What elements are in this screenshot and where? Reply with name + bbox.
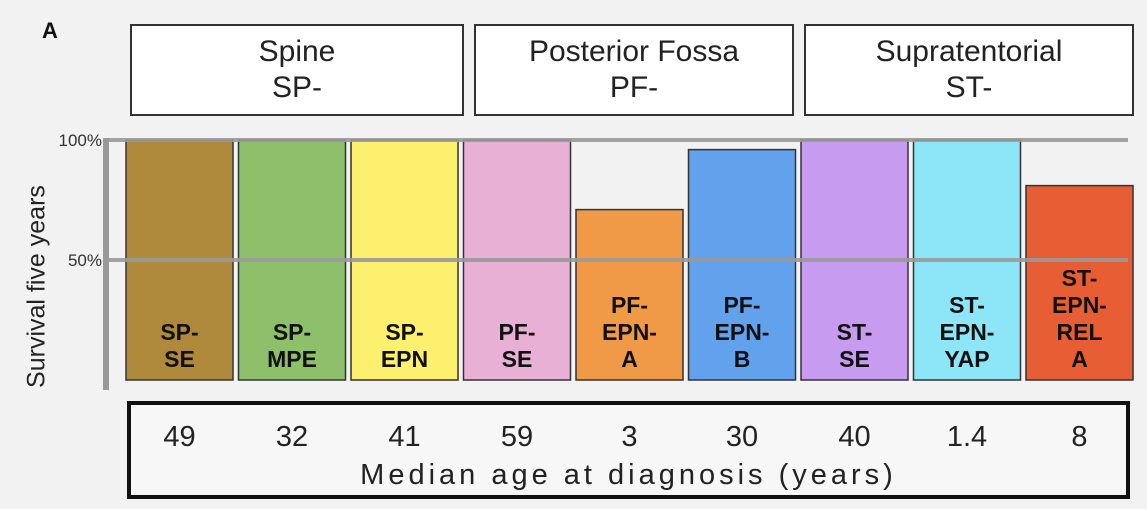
bar-label-line: EPN- [940, 319, 995, 345]
group-box-posterior-fossa: Posterior Fossa PF- [474, 24, 794, 116]
median-age-value: 41 [388, 421, 421, 453]
group-prefix: SP- [271, 71, 322, 104]
bar-label-line: SE [839, 346, 870, 372]
bar-label-line: ST- [949, 292, 985, 318]
bar-label-line: SP- [273, 319, 311, 345]
bar-label-line: B [734, 346, 751, 372]
group-prefix: PF- [609, 71, 659, 104]
group-name: Supratentorial [875, 35, 1063, 68]
median-age-value: 49 [163, 421, 196, 453]
bar-label-line: PF- [723, 292, 760, 318]
panel-label: A [42, 18, 58, 43]
median-age-box: Median age at diagnosis (years) 49 32 41 59… [127, 401, 1130, 499]
bar-label-6: ST-SE [837, 319, 873, 372]
bar-label-line: A [621, 346, 638, 372]
bar-label-line: PF- [611, 292, 648, 318]
bar-8 [1025, 184, 1134, 381]
bar-label-line: SP- [160, 319, 198, 345]
median-age-value: 8 [1071, 421, 1088, 453]
bar-label-line: SE [164, 346, 195, 372]
median-age-value: 3 [621, 421, 638, 453]
bar-label-line: A [1071, 346, 1088, 372]
bar-label-line: YAP [944, 346, 989, 372]
bar-label-3: PF-SE [498, 319, 535, 372]
bar-label-8: ST-EPN-REL A [1052, 265, 1107, 372]
median-age-value: 30 [725, 421, 759, 453]
group-box-supratentorial: Supratentorial ST- [804, 24, 1134, 116]
bar-label-2: SP-EPN [381, 319, 428, 372]
bar-label-line: MPE [267, 346, 317, 372]
bar-4 [575, 208, 684, 381]
bar-label-line: EPN- [602, 319, 657, 345]
bar-label-1: SP-MPE [267, 319, 317, 372]
bar-label-0: SP-SE [160, 319, 198, 372]
bar-label-line: PF- [498, 319, 535, 345]
bar-label-line: ST- [1062, 265, 1098, 291]
bar-label-7: ST-EPN-YAP [940, 292, 995, 372]
group-prefix: ST- [945, 71, 993, 104]
median-age-value: 32 [275, 421, 309, 453]
median-age-value: 59 [500, 421, 534, 453]
median-age-title: Median age at diagnosis (years) [360, 459, 897, 491]
bar-label-line: SP- [385, 319, 423, 345]
bar-label-5: PF-EPN-B [715, 292, 770, 372]
bar-label-line: EPN- [1052, 292, 1107, 318]
bar-label-4: PF-EPN-A [602, 292, 657, 372]
group-name: Spine [258, 35, 336, 68]
bar-label-line: EPN [381, 346, 428, 372]
group-name: Posterior Fossa [528, 35, 740, 68]
bar-5 [687, 148, 797, 381]
group-box-spine: Spine SP- [130, 24, 464, 116]
median-age-value: 1.4 [946, 421, 988, 453]
survival-bar-chart: 50%100%SP-SESP-MPESP-EPNPF-SEPF-EPN-APF-… [59, 131, 1134, 390]
bar-label-line: REL [1057, 319, 1103, 345]
y-tick-label: 50% [68, 251, 102, 270]
bar-label-line: EPN- [715, 319, 770, 345]
median-age-value: 40 [838, 421, 871, 453]
bar-label-line: ST- [837, 319, 873, 345]
y-tick-label: 100% [59, 131, 102, 150]
bar-label-line: SE [502, 346, 533, 372]
